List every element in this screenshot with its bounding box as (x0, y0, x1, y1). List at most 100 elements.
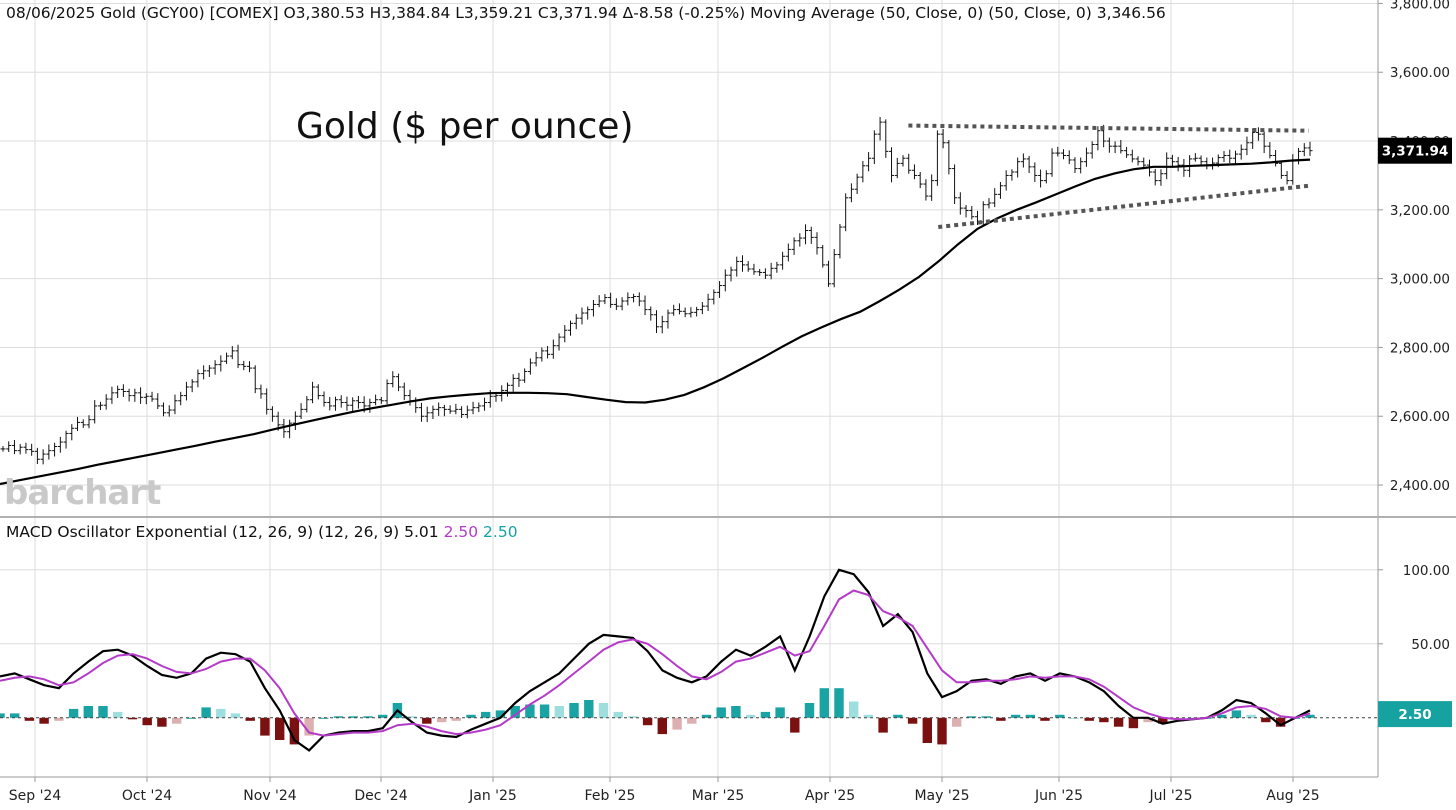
price-bar (1296, 147, 1302, 165)
price-bar (814, 232, 820, 255)
price-bar (355, 395, 361, 409)
price-bar (1003, 170, 1009, 191)
price-bar (287, 419, 293, 439)
macd-line (0, 568, 1311, 752)
price-bar (482, 397, 488, 411)
price-header: 08/06/2025 Gold (GCY00) [COMEX] O3,380.5… (6, 4, 1166, 22)
price-bar (613, 298, 619, 310)
price-bar (992, 188, 998, 208)
macd-histogram-bar (1113, 717, 1124, 727)
price-bar (52, 442, 58, 457)
macd-histogram-bar (525, 704, 535, 718)
x-tick-label: Jun '25 (1034, 788, 1083, 804)
price-bar (728, 266, 734, 282)
price-bar (1078, 157, 1084, 174)
x-tick-label: Jan '25 (468, 788, 517, 804)
macd-histogram-bar (1099, 717, 1109, 723)
macd-histogram-bar (687, 717, 697, 724)
price-bar (1061, 149, 1067, 160)
price-bar (527, 358, 533, 375)
macd-histogram-bar (466, 714, 476, 718)
price-bar (780, 251, 786, 270)
x-tick-label: Dec '24 (354, 788, 407, 804)
price-bar (516, 372, 522, 387)
price-bar (1106, 137, 1112, 153)
y-tick-label: 2,600.00 (1390, 409, 1450, 425)
x-tick-label: Jul '25 (1148, 788, 1192, 804)
last-macd-label: 2.50 (1398, 707, 1431, 723)
price-bar (654, 310, 659, 333)
price-bar (722, 269, 728, 292)
macd-histogram-bar (510, 706, 520, 718)
price-bar (1232, 150, 1238, 164)
price-bar (739, 255, 745, 272)
price-bar (252, 365, 258, 394)
macd-histogram-bar (333, 716, 344, 718)
price-bar (636, 292, 642, 307)
header-symbol: Gold (GCY00) [COMEX] (100, 4, 279, 22)
macd-histogram-bar (701, 714, 712, 718)
price-bar (407, 389, 413, 406)
price-bar (1175, 156, 1181, 172)
price-bar (1038, 169, 1044, 188)
x-tick-label: May '25 (914, 788, 969, 804)
macd-histogram-bar (819, 688, 829, 718)
macd-histogram-bar (83, 706, 93, 718)
price-bar (338, 395, 344, 408)
price-bar (23, 442, 29, 454)
price-bar (57, 436, 63, 453)
price-bar (642, 295, 648, 316)
price-bar (952, 164, 958, 204)
price-bar (1221, 151, 1227, 163)
macd-histogram-bar (878, 717, 888, 733)
macd-histogram-bar (1040, 717, 1050, 721)
macd-histogram-bar (1143, 717, 1153, 723)
price-bar (831, 249, 837, 288)
price-bar (241, 360, 247, 371)
price-bar (889, 147, 895, 183)
price-bar (350, 397, 356, 412)
price-bar (367, 398, 373, 413)
price-bar (1227, 149, 1233, 164)
price-bar (562, 325, 568, 343)
price-bar (224, 352, 230, 364)
macd-histogram-bar (39, 717, 49, 724)
price-bar (143, 393, 149, 405)
price-bar (1192, 153, 1198, 162)
price-bar (1204, 157, 1210, 170)
price-bar (373, 394, 379, 406)
macd-histogram-bar (613, 711, 623, 718)
last-price-label: 3,371.94 (1382, 144, 1449, 160)
price-bar (717, 281, 723, 298)
macd-histogram-bar (230, 713, 241, 718)
price-bar (705, 293, 711, 311)
price-bar (1032, 162, 1038, 182)
price-bar (791, 237, 797, 255)
price-bar (269, 406, 275, 422)
grid-lines (0, 0, 1378, 777)
macd-histogram-bar (642, 717, 653, 726)
price-bar (997, 181, 1003, 199)
y-tick-label: 3,600.00 (1390, 65, 1450, 81)
price-bar (155, 393, 161, 410)
macd-y-tick-label: 50.00 (1411, 637, 1450, 653)
header-change: Δ-8.58 (-0.25%) (622, 4, 746, 22)
price-bar (510, 374, 516, 392)
price-bar (172, 394, 178, 415)
price-bar (877, 116, 883, 141)
price-bar (682, 307, 688, 318)
price-bar (1238, 144, 1244, 160)
macd-histogram-bar (378, 714, 388, 718)
macd-histogram-bar (407, 716, 417, 718)
header-close: C3,371.94 (537, 4, 618, 22)
price-bar (929, 174, 935, 201)
price-bar (206, 364, 212, 378)
macd-header: MACD Oscillator Exponential (12, 26, 9) … (6, 523, 518, 541)
macd-histogram-bar (142, 717, 152, 726)
last-macd-badge (1378, 701, 1452, 728)
price-bar (785, 243, 791, 262)
price-bar (459, 406, 465, 418)
price-bar (1135, 156, 1141, 166)
price-bar (659, 315, 665, 334)
